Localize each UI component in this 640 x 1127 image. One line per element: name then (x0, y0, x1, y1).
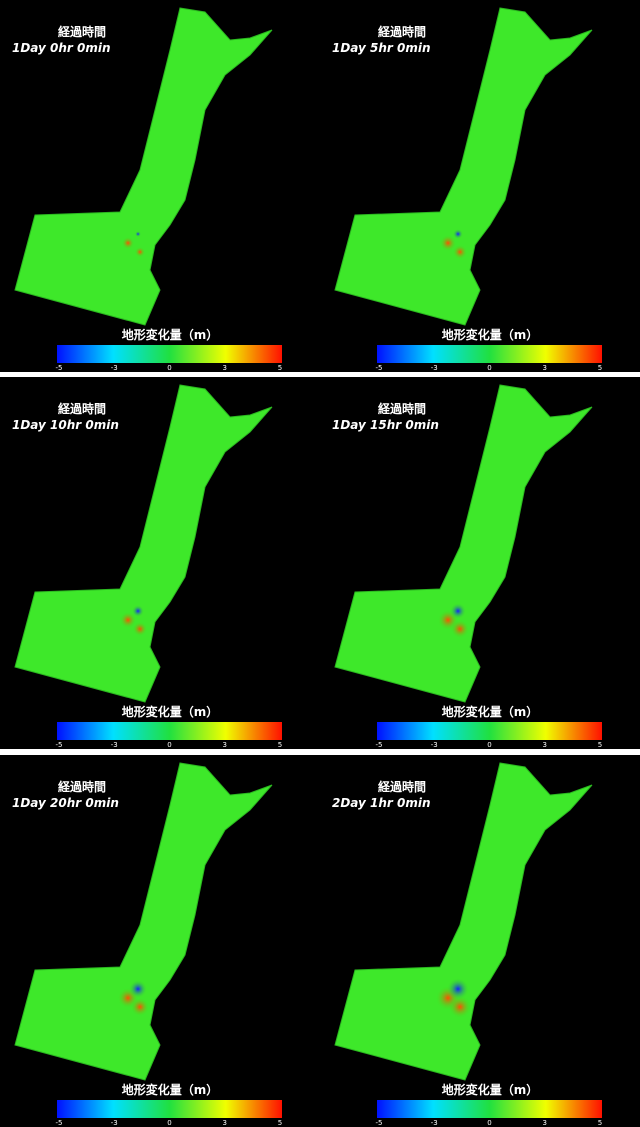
colorbar (377, 1100, 602, 1118)
deposition (133, 622, 147, 636)
simulation-panel: 経過時間 1Day 5hr 0min 地形変化量（m） -5 -3 0 3 5 (320, 0, 640, 372)
time-value: 1Day 5hr 0min (332, 41, 431, 55)
colorbar-title: 地形変化量（m） (122, 327, 219, 342)
colorbar-tick: -5 (56, 741, 63, 749)
time-value: 1Day 20hr 0min (12, 796, 119, 810)
terrain (15, 385, 272, 702)
colorbar-tick: -5 (376, 1119, 383, 1127)
colorbar-tick: 3 (543, 364, 547, 372)
colorbar-tick: 0 (487, 1119, 491, 1127)
colorbar (377, 722, 602, 740)
colorbar-title: 地形変化量（m） (442, 704, 539, 719)
erosion (135, 231, 141, 237)
time-value: 2Day 1hr 0min (332, 796, 431, 810)
colorbar-tick: -5 (56, 364, 63, 372)
colorbar (57, 345, 282, 363)
erosion (447, 978, 469, 1000)
erosion (132, 605, 144, 617)
simulation-panel: 経過時間 1Day 15hr 0min 地形変化量（m） -5 -3 0 3 5 (320, 377, 640, 749)
colorbar-title: 地形変化量（m） (442, 327, 539, 342)
deposition (122, 237, 134, 249)
terrain (335, 8, 592, 325)
colorbar-tick: 3 (223, 1119, 227, 1127)
colorbar-tick: 3 (223, 364, 227, 372)
colorbar-tick: -3 (111, 741, 118, 749)
colorbar-tick: 3 (543, 1119, 547, 1127)
colorbar-tick: 0 (487, 364, 491, 372)
time-heading: 経過時間 (58, 779, 106, 794)
colorbar-title: 地形変化量（m） (122, 704, 219, 719)
time-value: 1Day 0hr 0min (12, 41, 111, 55)
deposition (440, 235, 456, 251)
colorbar-tick: -5 (376, 741, 383, 749)
terrain (15, 8, 272, 325)
time-heading: 経過時間 (378, 401, 426, 416)
time-heading: 経過時間 (58, 24, 106, 39)
colorbar-tick: 3 (543, 741, 547, 749)
erosion (129, 980, 147, 998)
terrain (335, 763, 592, 1080)
colorbar-tick: 5 (278, 741, 282, 749)
colorbar-tick: -3 (111, 1119, 118, 1127)
colorbar (57, 722, 282, 740)
deposition (451, 620, 469, 638)
time-value: 1Day 15hr 0min (332, 418, 439, 432)
deposition (135, 247, 145, 257)
time-heading: 経過時間 (378, 24, 426, 39)
colorbar-tick: -5 (56, 1119, 63, 1127)
colorbar-title: 地形変化量（m） (122, 1082, 219, 1097)
simulation-panel: 経過時間 1Day 0hr 0min 地形変化量（m） -5 -3 0 3 5 (0, 0, 320, 372)
simulation-panel: 経過時間 2Day 1hr 0min 地形変化量（m） -5 -3 0 3 5 (320, 755, 640, 1127)
colorbar (57, 1100, 282, 1118)
erosion (450, 603, 466, 619)
simulation-panel: 経過時間 1Day 10hr 0min 地形変化量（m） -5 -3 0 3 5 (0, 377, 320, 749)
colorbar-tick: 5 (278, 364, 282, 372)
colorbar-tick: -3 (431, 1119, 438, 1127)
colorbar-tick: -5 (376, 364, 383, 372)
colorbar-tick: 5 (598, 741, 602, 749)
page: 経過時間 1Day 0hr 0min 地形変化量（m） -5 -3 0 3 5 経過時間 1Day… (0, 0, 640, 1127)
colorbar-tick: 3 (223, 741, 227, 749)
terrain (15, 763, 272, 1080)
deposition (131, 998, 149, 1016)
colorbar-tick: 5 (598, 1119, 602, 1127)
colorbar-tick: 0 (487, 741, 491, 749)
time-value: 1Day 10hr 0min (12, 418, 119, 432)
colorbar-tick: -3 (111, 364, 118, 372)
colorbar-tick: 0 (167, 364, 171, 372)
simulation-panel: 経過時間 1Day 20hr 0min 地形変化量（m） -5 -3 0 3 5 (0, 755, 320, 1127)
colorbar-tick: 0 (167, 1119, 171, 1127)
erosion (453, 229, 463, 239)
deposition (453, 245, 467, 259)
colorbar-tick: -3 (431, 741, 438, 749)
colorbar-tick: -3 (431, 364, 438, 372)
colorbar (377, 345, 602, 363)
time-heading: 経過時間 (378, 779, 426, 794)
time-heading: 経過時間 (58, 401, 106, 416)
colorbar-tick: 0 (167, 741, 171, 749)
colorbar-tick: 5 (598, 364, 602, 372)
colorbar-title: 地形変化量（m） (442, 1082, 539, 1097)
colorbar-tick: 5 (278, 1119, 282, 1127)
terrain (335, 385, 592, 702)
